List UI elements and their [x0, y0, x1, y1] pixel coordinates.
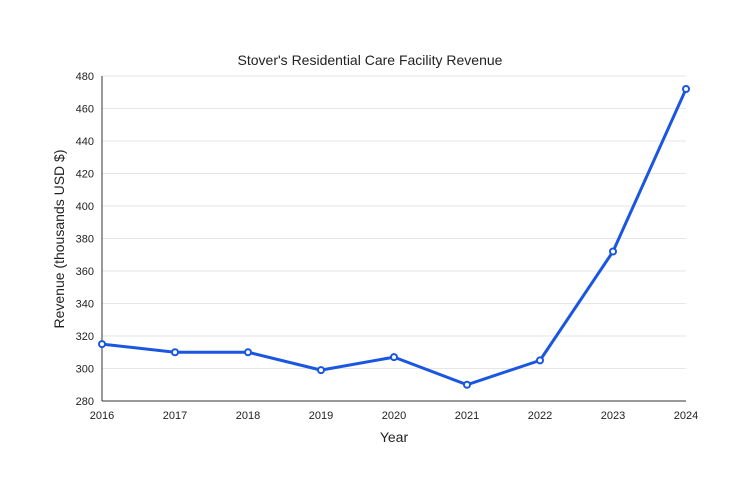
data-point[interactable]: [171, 348, 179, 357]
x-tick-label: 2016: [90, 410, 114, 422]
chart-title: Stover's Residential Care Facility Reven…: [238, 52, 503, 68]
data-point[interactable]: [244, 348, 252, 357]
y-tick-label: 400: [76, 201, 94, 213]
y-tick-labels: 280 300 320 340 360 380 400 420 440 460 480: [76, 71, 94, 408]
y-tick-label: 360: [76, 266, 94, 278]
y-axis-title: Revenue (thousands USD $): [51, 150, 67, 329]
y-tick-label: 420: [76, 169, 94, 181]
x-tick-label: 2024: [674, 410, 698, 422]
x-tick-label: 2018: [236, 410, 260, 422]
x-tick-label: 2019: [309, 410, 333, 422]
x-tick-label: 2017: [163, 410, 187, 422]
y-tick-label: 340: [76, 299, 94, 311]
y-tick-label: 280: [76, 396, 94, 408]
data-point[interactable]: [98, 340, 106, 349]
series-line: [100, 87, 688, 387]
data-point[interactable]: [536, 356, 544, 365]
x-tick-label: 2022: [528, 410, 552, 422]
y-tick-label: 440: [76, 136, 94, 148]
data-point[interactable]: [390, 353, 398, 362]
x-tick-label: 2023: [601, 410, 625, 422]
data-point[interactable]: [682, 85, 690, 93]
y-tick-label: 300: [76, 364, 94, 376]
series-layer: [98, 85, 690, 389]
x-tick-labels: 2016 2017 2018 2019 2020 2021 2022 2023 2024: [90, 410, 698, 422]
y-tick-label: 460: [76, 104, 94, 116]
gridlines: [102, 75, 686, 369]
data-point[interactable]: [463, 380, 471, 389]
x-tick-label: 2021: [455, 410, 479, 422]
data-point[interactable]: [317, 366, 325, 375]
data-point[interactable]: [609, 247, 617, 256]
y-tick-label: 380: [76, 234, 94, 246]
y-tick-label: 320: [76, 331, 94, 343]
y-tick-label: 480: [76, 71, 94, 83]
x-axis-title: Year: [380, 429, 409, 445]
x-tick-label: 2020: [382, 410, 406, 422]
